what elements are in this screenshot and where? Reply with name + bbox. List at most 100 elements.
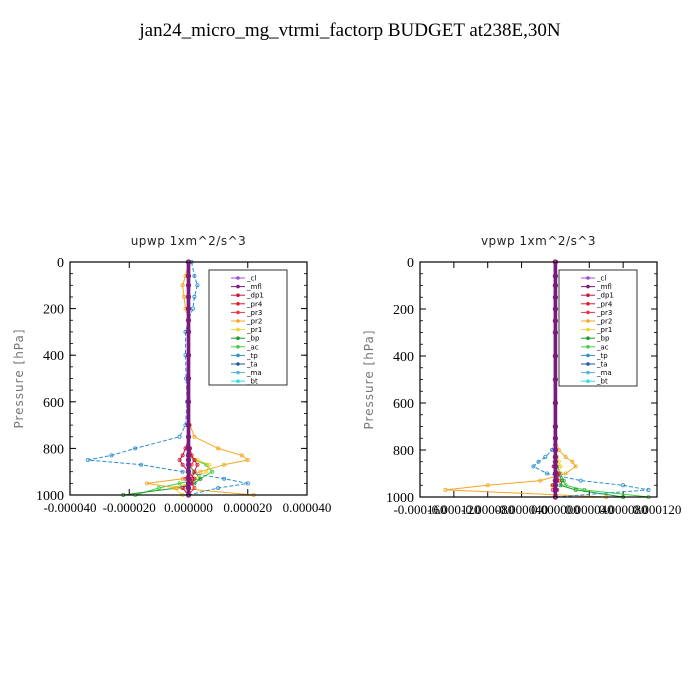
legend-marker — [236, 327, 240, 332]
legend-marker — [236, 370, 240, 375]
series-line-tp — [87, 261, 248, 496]
series-point-mfl — [185, 422, 192, 428]
legend-label: _bp — [596, 335, 610, 343]
series-point-pr4 — [192, 457, 197, 462]
series-point-pr2 — [573, 464, 578, 469]
series-point-mfl — [552, 470, 559, 477]
legend-label: _ma — [596, 369, 612, 377]
series-point-tp — [531, 464, 536, 469]
series-point-mfl — [552, 487, 559, 493]
legend-box — [208, 269, 288, 386]
chart-panel-1: upwp 1xm^2/s^3 Pressure [hPa] 0 200 400 600 80… — [12, 234, 331, 515]
series-point-tp — [192, 294, 197, 299]
x-tick-label: -0.000120 — [427, 502, 480, 517]
legend-marker — [236, 284, 240, 289]
series-point-pr2 — [216, 446, 221, 451]
legend-entry: _pr2 — [581, 318, 612, 326]
legend-box — [558, 269, 638, 387]
plot-frame — [69, 261, 308, 496]
legend-label: _pr2 — [246, 318, 262, 326]
y-axis-label: Pressure [hPa] — [12, 328, 26, 428]
legend-label: _dp1 — [246, 292, 264, 300]
series-point-pr4 — [195, 462, 200, 467]
x-tick-label: 0.000040 — [565, 502, 614, 517]
y-tick-label: 800 — [393, 444, 414, 459]
series-point-tp — [139, 462, 144, 467]
series-point-mfl — [185, 434, 192, 440]
x-tick-label: 0.000000 — [164, 500, 213, 515]
series-point-pr2 — [222, 462, 227, 467]
legend-entry: _bt — [231, 378, 258, 386]
legend-entry: _ta — [231, 361, 258, 369]
series-point-pr3 — [192, 485, 197, 490]
series-point-pr2 — [144, 481, 149, 486]
legend-entry: _pr2 — [231, 318, 262, 326]
series-point-pr2 — [182, 294, 187, 299]
legend-label: _bp — [246, 335, 260, 343]
legend-label: _pr1 — [246, 326, 262, 334]
legend-entry: _ac — [581, 343, 609, 351]
y-tick-label: 200 — [43, 303, 64, 318]
series-line-pr1 — [172, 262, 210, 496]
series-point-pr2 — [485, 483, 490, 488]
series-point-mfl — [552, 400, 559, 406]
legend-entry: _cl — [231, 275, 256, 283]
y-tick-label: 0 — [57, 256, 64, 271]
legend-label: _cl — [596, 275, 606, 283]
series-point-mfl — [185, 399, 192, 405]
legend: _cl_mfl_dp1_pr4_pr3_pr2_pr1_bp_ac_tp_ta_… — [558, 269, 638, 387]
legend-label: _pr4 — [596, 300, 613, 308]
legend-label: _dp1 — [596, 292, 614, 300]
legend-entry: _ma — [581, 369, 612, 377]
legend-entry: _pr4 — [231, 300, 263, 308]
series-point-pr2 — [570, 459, 575, 464]
legend-entry: _mfl — [581, 283, 612, 291]
y-tick-label: 1000 — [36, 489, 64, 504]
legend-entry: _bt — [581, 378, 608, 386]
legend-marker — [236, 379, 240, 384]
series-point-bp — [573, 487, 578, 492]
series-point-tp — [190, 306, 195, 311]
x-tick-label: 0.000000 — [531, 502, 580, 517]
series-point-tp — [85, 457, 90, 462]
series-point-mfl — [552, 294, 559, 300]
legend-label: _ta — [596, 361, 608, 369]
series-point-mfl — [185, 305, 192, 312]
legend-entry: _pr3 — [581, 309, 612, 317]
legend-marker — [586, 276, 590, 280]
legend-label: _ma — [246, 369, 262, 377]
series-point-ac — [210, 469, 215, 474]
series-point-mfl — [185, 375, 192, 382]
series-point-mfl — [552, 376, 559, 383]
y-tick-label: 600 — [393, 397, 414, 412]
series-point-tp — [109, 453, 114, 458]
series-point-mfl — [552, 435, 559, 441]
series-point-dp1 — [177, 457, 182, 462]
legend-marker — [586, 336, 590, 341]
legend-marker — [236, 353, 240, 358]
legend-label: _pr3 — [596, 309, 612, 317]
series-point-pr4 — [192, 469, 197, 474]
y-tick-label: 400 — [43, 349, 64, 364]
legend-entry: _ac — [231, 343, 259, 351]
series-point-tp — [245, 481, 250, 486]
legend-label: _bt — [246, 378, 258, 386]
series-point-tp — [133, 446, 138, 451]
series-point-mfl — [185, 294, 192, 300]
legend-marker — [236, 362, 240, 366]
legend-label: _pr2 — [596, 318, 612, 326]
series-point-pr2 — [538, 478, 543, 483]
series-point-mfl — [552, 282, 559, 289]
legend-marker — [236, 319, 240, 323]
series-point-mfl — [552, 447, 559, 453]
series-point-pr2 — [245, 457, 250, 462]
legend-label: _pr4 — [246, 300, 263, 308]
y-axis-label: Pressure [hPa] — [362, 329, 376, 429]
legend-marker — [586, 379, 590, 384]
legend-entry: _bp — [231, 335, 260, 343]
series-point-tp — [536, 459, 541, 464]
series-point-pr2 — [174, 485, 179, 490]
legend-marker — [586, 370, 590, 375]
legend-marker — [586, 345, 590, 349]
series-point-mfl — [185, 352, 192, 358]
